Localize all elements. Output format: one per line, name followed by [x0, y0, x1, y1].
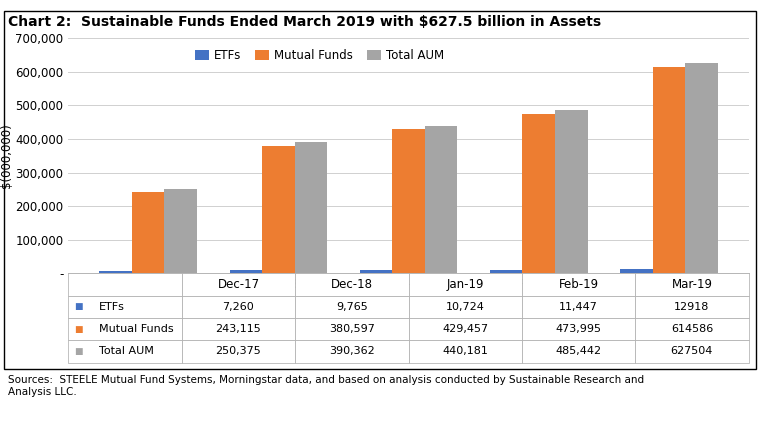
Y-axis label: $(000,000): $(000,000) [0, 123, 13, 188]
Bar [522, 114, 555, 273]
Bar [100, 271, 132, 273]
Bar [490, 270, 522, 273]
Text: ■: ■ [74, 347, 82, 356]
Bar [359, 270, 392, 273]
Bar [653, 67, 685, 273]
Bar [132, 192, 164, 273]
Text: ETFs: ETFs [99, 302, 125, 312]
Bar [620, 269, 653, 273]
Legend: ETFs, Mutual Funds, Total AUM: ETFs, Mutual Funds, Total AUM [190, 44, 448, 67]
Bar [164, 189, 197, 273]
Text: Chart 2:  Sustainable Funds Ended March 2019 with $627.5 billion in Assets: Chart 2: Sustainable Funds Ended March 2… [8, 15, 600, 29]
Bar [230, 270, 262, 273]
Bar [685, 62, 717, 273]
Text: Mutual Funds: Mutual Funds [99, 324, 173, 334]
Bar [392, 129, 425, 273]
Text: Total AUM: Total AUM [99, 346, 154, 357]
Bar [555, 110, 587, 273]
Text: ■: ■ [74, 302, 82, 311]
Text: ■: ■ [74, 325, 82, 334]
Bar [295, 142, 327, 273]
Bar [425, 126, 458, 273]
Text: Sources:  STEELE Mutual Fund Systems, Morningstar data, and based on analysis co: Sources: STEELE Mutual Fund Systems, Mor… [8, 375, 644, 397]
Bar [262, 145, 295, 273]
